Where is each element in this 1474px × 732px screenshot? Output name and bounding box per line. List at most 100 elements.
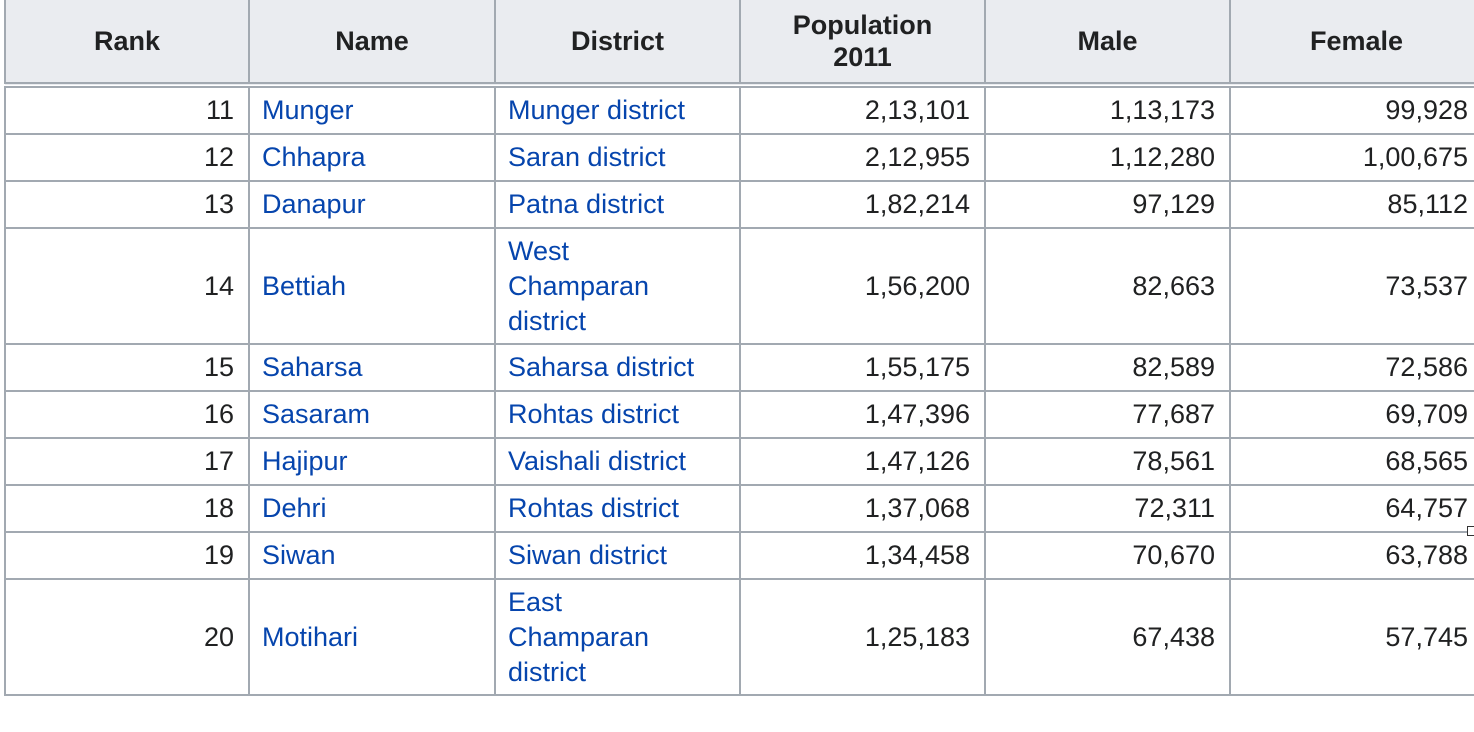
district-cell: Vaishali district: [494, 437, 741, 486]
district-link[interactable]: East Champaran district: [508, 586, 650, 687]
population-cell: 1,47,126: [864, 446, 970, 476]
city-link[interactable]: Sasaram: [262, 399, 371, 429]
district-cell: East Champaran district: [494, 578, 741, 696]
population-cell: 1,34,458: [864, 540, 970, 570]
district-link[interactable]: Saharsa district: [508, 352, 695, 382]
population-cell: 2,13,101: [739, 84, 986, 135]
male-cell: 1,12,280: [984, 133, 1231, 182]
rank-cell: 15: [203, 352, 234, 382]
rank-cell: 13: [4, 180, 250, 229]
population-cell: 2,12,955: [864, 142, 970, 172]
female-cell: 57,745: [1229, 578, 1474, 696]
header-population-line2: 2011: [833, 42, 892, 72]
table-row: 13 Danapur Patna district 1,82,214 97,129 85,…: [4, 180, 1474, 229]
male-cell: 82,589: [1132, 352, 1215, 382]
female-cell: 69,709: [1385, 399, 1468, 429]
city-link[interactable]: Hajipur: [262, 446, 348, 476]
rank-cell: 11: [205, 95, 234, 125]
rank-cell: 13: [203, 189, 234, 219]
district-link[interactable]: Vaishali district: [508, 446, 687, 476]
rank-cell: 18: [203, 493, 234, 523]
city-cell: Hajipur: [248, 437, 496, 486]
male-cell: 78,561: [984, 437, 1231, 486]
rank-cell: 14: [203, 270, 234, 301]
edit-marker-icon: [1467, 526, 1474, 536]
female-cell: 64,757: [1385, 493, 1468, 523]
female-cell: 57,745: [1385, 621, 1468, 652]
header-rank[interactable]: Rank: [4, 0, 250, 86]
male-cell: 67,438: [984, 578, 1231, 696]
header-male[interactable]: Male: [984, 0, 1231, 86]
female-cell: 1,00,675: [1229, 133, 1474, 182]
city-population-table: Rank Name District Population 2011 Male F…: [4, 0, 1474, 696]
city-link[interactable]: Saharsa: [262, 352, 363, 382]
district-cell: Saran district: [494, 133, 741, 182]
male-cell: 70,670: [1132, 540, 1215, 570]
rank-cell: 20: [203, 621, 234, 652]
district-cell: Rohtas district: [494, 484, 741, 533]
city-link[interactable]: Motihari: [262, 621, 359, 652]
district-link[interactable]: West Champaran district: [508, 235, 650, 336]
population-cell: 1,47,396: [739, 390, 986, 439]
rank-cell: 12: [203, 142, 234, 172]
city-cell: Sasaram: [248, 390, 496, 439]
city-link[interactable]: Siwan: [262, 540, 336, 570]
population-cell: 1,82,214: [864, 189, 970, 219]
male-cell: 1,13,173: [1109, 95, 1215, 125]
female-cell: 99,928: [1385, 95, 1468, 125]
rank-cell: 19: [4, 531, 250, 580]
male-cell: 72,311: [1134, 493, 1215, 523]
district-cell: Siwan district: [494, 531, 741, 580]
population-cell: 1,82,214: [739, 180, 986, 229]
female-cell: 85,112: [1229, 180, 1474, 229]
district-link[interactable]: Saran district: [508, 142, 666, 172]
male-cell: 77,687: [984, 390, 1231, 439]
district-link[interactable]: Siwan district: [508, 540, 668, 570]
male-cell: 97,129: [984, 180, 1231, 229]
population-cell: 1,37,068: [739, 484, 986, 533]
city-link[interactable]: Bettiah: [262, 270, 347, 301]
female-cell: 1,00,675: [1362, 142, 1468, 172]
male-cell: 82,589: [984, 343, 1231, 392]
male-cell: 77,687: [1132, 399, 1215, 429]
male-cell: 1,12,280: [1109, 142, 1215, 172]
header-name[interactable]: Name: [248, 0, 496, 86]
female-cell: 73,537: [1229, 227, 1474, 345]
population-cell: 2,12,955: [739, 133, 986, 182]
header-population[interactable]: Population 2011: [739, 0, 986, 86]
district-link[interactable]: Rohtas district: [508, 399, 680, 429]
district-link[interactable]: Rohtas district: [508, 493, 680, 523]
city-cell: Motihari: [248, 578, 496, 696]
district-cell: Patna district: [494, 180, 741, 229]
population-cell: 1,56,200: [739, 227, 986, 345]
header-female[interactable]: Female: [1229, 0, 1474, 86]
table-row: 17 Hajipur Vaishali district 1,47,126 78,561…: [4, 437, 1474, 486]
rank-cell: 20: [4, 578, 250, 696]
district-cell: Saharsa district: [494, 343, 741, 392]
population-cell: 1,56,200: [864, 270, 970, 301]
female-cell: 99,928: [1229, 84, 1474, 135]
rank-cell: 15: [4, 343, 250, 392]
district-cell: West Champaran district: [494, 227, 741, 345]
district-cell: Munger district: [494, 84, 741, 135]
city-link[interactable]: Danapur: [262, 189, 366, 219]
city-link[interactable]: Chhapra: [262, 142, 366, 172]
city-link[interactable]: Munger: [262, 95, 354, 125]
table-row: 12 Chhapra Saran district 2,12,955 1,12,280 1…: [4, 133, 1474, 182]
rank-cell: 12: [4, 133, 250, 182]
population-cell: 1,25,183: [864, 621, 970, 652]
city-link[interactable]: Dehri: [262, 493, 327, 523]
district-link[interactable]: Munger district: [508, 95, 686, 125]
table-row: 11 Munger Munger district 2,13,101 1,13,173 9…: [4, 84, 1474, 135]
table-row: 19 Siwan Siwan district 1,34,458 70,670 63,78…: [4, 531, 1474, 580]
rank-cell: 11: [4, 84, 250, 135]
district-link[interactable]: Patna district: [508, 189, 665, 219]
population-cell: 1,37,068: [864, 493, 970, 523]
population-cell: 1,25,183: [739, 578, 986, 696]
header-row: Rank Name District Population 2011 Male F…: [4, 0, 1474, 86]
header-district[interactable]: District: [494, 0, 741, 86]
male-cell: 82,663: [1132, 270, 1215, 301]
female-cell: 69,709: [1229, 390, 1474, 439]
rank-cell: 17: [4, 437, 250, 486]
city-cell: Siwan: [248, 531, 496, 580]
